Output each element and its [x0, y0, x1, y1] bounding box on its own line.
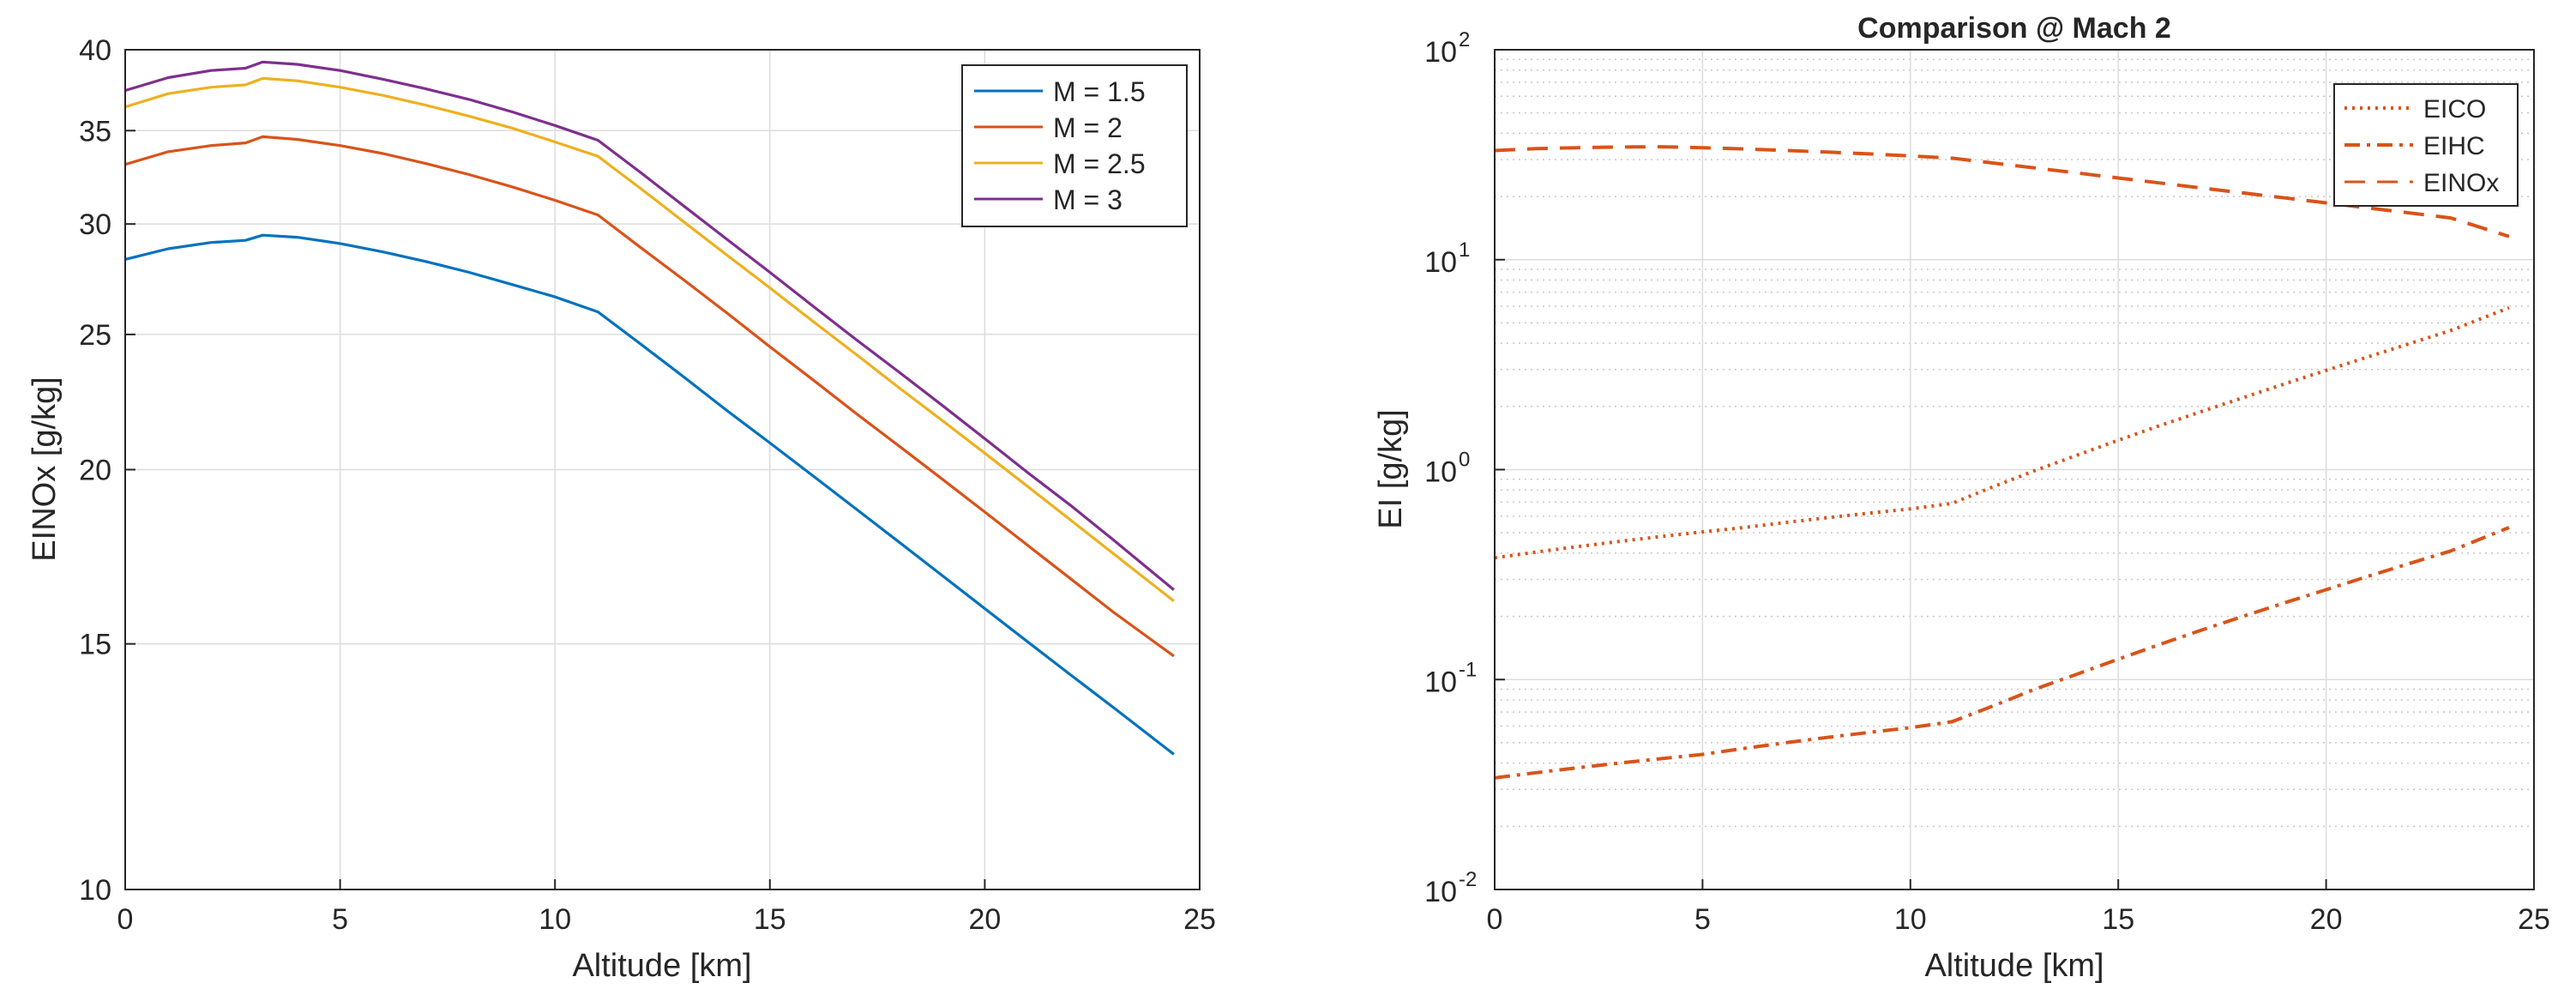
left-y-tick-label: 40 — [79, 34, 111, 67]
right-y-tick-label: 10 — [1424, 246, 1457, 279]
right-x-tick-label: 10 — [1894, 903, 1927, 936]
right-y-tick-exponent: 0 — [1459, 449, 1470, 472]
left-x-tick-label: 5 — [332, 903, 348, 936]
left-y-tick-label: 15 — [79, 629, 111, 661]
left-series-line-2 — [124, 76, 1175, 602]
left-y-tick-label: 30 — [79, 208, 111, 241]
left-series-line-3 — [124, 60, 1175, 591]
right-series-line-2 — [1494, 145, 2510, 238]
right-y-tick-label: 10 — [1424, 876, 1457, 908]
right-axes-box — [1494, 49, 2535, 890]
left-legend-label-m3: M = 3 — [1053, 184, 1122, 215]
right-y-tick-label: 10 — [1424, 666, 1457, 698]
right-y-tick-exponent: 2 — [1459, 28, 1470, 51]
left-legend-label-m2: M = 2 — [1053, 112, 1122, 143]
right-chart-title: Comparison @ Mach 2 — [1857, 12, 2171, 45]
right-legend: EICO EIHC EINOx — [2333, 83, 2519, 207]
left-series-line-0 — [124, 233, 1175, 756]
right-y-tick-label: 10 — [1424, 36, 1457, 69]
left-x-tick-label: 10 — [539, 903, 571, 936]
left-axes-box — [124, 49, 1201, 890]
right-x-tick-label: 5 — [1694, 903, 1711, 936]
right-legend-label-einox: EINOx — [2423, 169, 2499, 197]
left-legend-label-m15: M = 1.5 — [1053, 76, 1146, 107]
left-y-tick-label: 25 — [79, 319, 111, 352]
left-x-axis-label: Altitude [km] — [572, 948, 751, 984]
right-x-tick-label: 20 — [2310, 903, 2343, 936]
right-legend-label-eico: EICO — [2423, 95, 2486, 124]
right-series-line-0 — [1494, 305, 2510, 560]
left-legend: M = 1.5 M = 2 M = 2.5 M = 3 — [961, 64, 1188, 227]
right-y-axis-label: EI [g/kg] — [1373, 409, 1409, 528]
right-tick-labels: 10 -210 -110 010 110 20 5 10 15 20 25 — [1424, 28, 2550, 936]
left-x-tick-label: 20 — [968, 903, 1001, 936]
left-x-tick-label: 15 — [754, 903, 786, 936]
right-x-tick-label: 25 — [2518, 903, 2550, 936]
left-tick-labels: 10 15 20 25 30 35 40 0 5 10 15 20 25 — [79, 34, 1216, 936]
right-x-tick-label: 15 — [2102, 903, 2134, 936]
right-chart-comparison: 10 -210 -110 010 110 20 5 10 15 20 25 Altitude [km… — [1373, 12, 2550, 984]
left-y-axis-label: EINOx [g/kg] — [27, 377, 63, 561]
left-series-line-1 — [124, 135, 1175, 658]
right-x-axis-label: Altitude [km] — [1924, 948, 2104, 984]
right-y-tick-exponent: 1 — [1459, 238, 1470, 262]
left-chart-einox-by-mach: 10 15 20 25 30 35 40 0 5 10 15 20 25 Altitude [km] E… — [27, 34, 1216, 984]
left-y-tick-label: 20 — [79, 455, 111, 487]
right-y-tick-label: 10 — [1424, 456, 1457, 489]
right-x-tick-label: 0 — [1487, 903, 1503, 936]
right-series-lines — [1494, 145, 2510, 780]
left-legend-label-m25: M = 2.5 — [1053, 148, 1146, 179]
left-x-tick-label: 0 — [117, 903, 134, 936]
right-series-line-1 — [1494, 526, 2510, 780]
right-legend-label-eihc: EIHC — [2423, 132, 2485, 160]
left-series-lines — [124, 60, 1175, 756]
right-y-tick-exponent: -1 — [1459, 658, 1477, 681]
left-x-tick-label: 25 — [1183, 903, 1216, 936]
right-legend-box — [2333, 83, 2519, 207]
left-y-tick-label: 35 — [79, 115, 111, 148]
right-y-tick-exponent: -2 — [1459, 868, 1477, 891]
left-y-tick-label: 10 — [79, 874, 111, 907]
